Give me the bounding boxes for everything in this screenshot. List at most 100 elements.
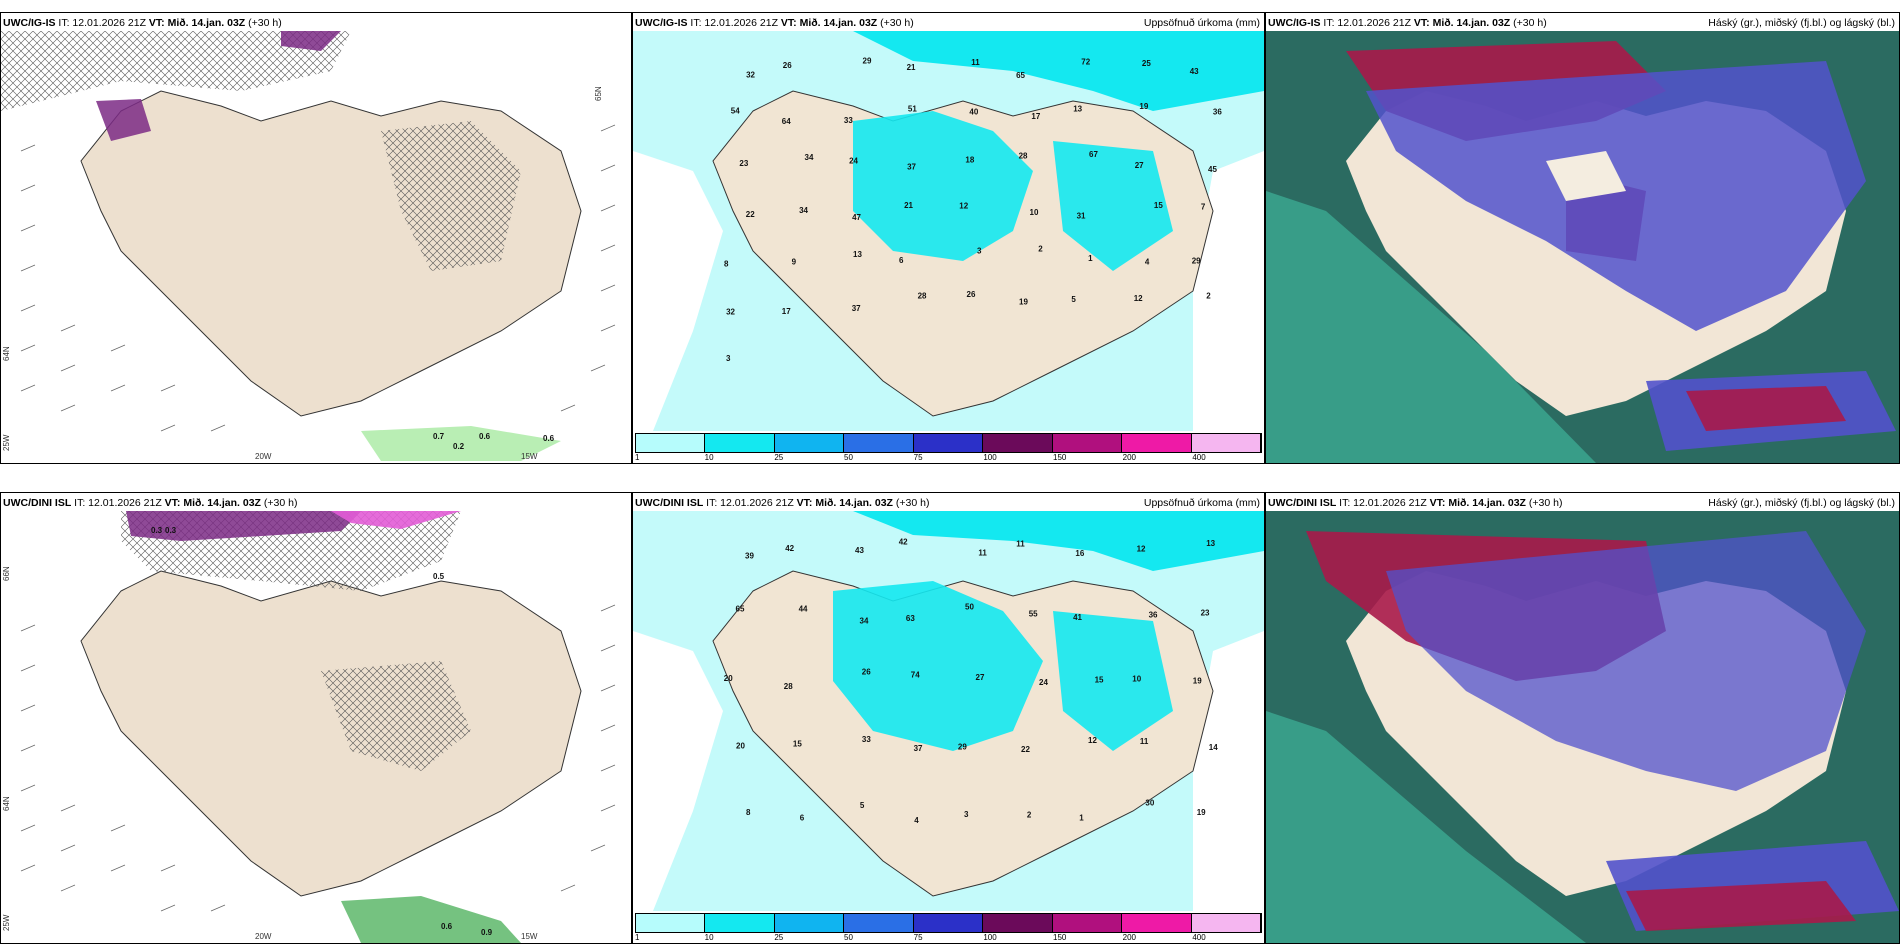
precip-value-label: 37 xyxy=(914,744,923,753)
precip-value-label: 51 xyxy=(908,105,917,114)
precip-value-label: 30 xyxy=(1145,798,1154,807)
legend-tick: 1 xyxy=(635,933,640,942)
legend-swatch xyxy=(774,914,845,932)
panel-bottom-cloud: UWC/DINI ISL IT: 12.01.2026 21Z VT: Mið.… xyxy=(1265,492,1900,944)
precip-value-label: 3 xyxy=(964,810,969,819)
precip-legend: 1 10 25 50 75 100 150 200 400 xyxy=(635,913,1262,942)
valid-time: VT: Mið. 14.jan. 03Z xyxy=(1413,17,1511,29)
purple-patches xyxy=(126,511,361,541)
precip-value-label: 11 xyxy=(1140,737,1149,746)
cloud-white-patch xyxy=(1546,151,1626,201)
precip-value-label: 29 xyxy=(863,57,872,66)
precip-value-label: 27 xyxy=(976,673,985,682)
precip-value-label: 33 xyxy=(862,735,871,744)
precip-value-label: 18 xyxy=(965,155,974,164)
precip-value-label: 5 xyxy=(1071,295,1076,304)
precip-value-label: 11 xyxy=(978,548,987,557)
precip-value-label: 3 xyxy=(726,354,731,363)
panel-header: UWC/DINI ISL IT: 12.01.2026 21Z VT: Mið.… xyxy=(635,496,1260,510)
field-title: Háský (gr.), miðský (fj.bl.) og lágský (… xyxy=(1708,497,1895,509)
value-label: 0.7 xyxy=(433,432,445,441)
legend-tick: 75 xyxy=(913,453,923,462)
precip-value-label: 15 xyxy=(1154,201,1163,210)
precip-value-label: 6 xyxy=(800,814,805,823)
legend-swatch xyxy=(636,434,706,452)
panel-header: UWC/IG-IS IT: 12.01.2026 21Z VT: Mið. 14… xyxy=(3,16,627,30)
init-time: IT: 12.01.2026 21Z xyxy=(1339,497,1427,509)
wind-map: 0.3 0.3 0.5 0.6 0.9 20W 15W 66N 64N 25W xyxy=(1,511,631,943)
value-label: 0.6 xyxy=(543,434,555,443)
precip-value-label: 15 xyxy=(793,740,802,749)
precip-value-label: 26 xyxy=(967,290,976,299)
legend-tick: 200 xyxy=(1122,933,1137,942)
precip-value-label: 22 xyxy=(1021,745,1030,754)
legend-tick: 50 xyxy=(844,453,853,462)
precip-value-label: 2 xyxy=(1038,245,1043,254)
legend-tick: 400 xyxy=(1192,453,1206,462)
panel-header: UWC/IG-IS IT: 12.01.2026 21Z VT: Mið. 14… xyxy=(1268,16,1895,30)
precip-value-label: 19 xyxy=(1193,677,1202,686)
hatch-region xyxy=(1,31,351,111)
lon-label: 15W xyxy=(521,452,538,461)
legend-tick: 200 xyxy=(1122,453,1137,462)
cloud-map xyxy=(1266,31,1899,463)
precip-value-label: 6 xyxy=(899,256,904,265)
precip-value-label: 34 xyxy=(860,616,869,625)
precip-value-label: 50 xyxy=(965,603,974,612)
precip-value-label: 27 xyxy=(1135,161,1144,170)
lon-label: 25W xyxy=(2,914,11,931)
model-name: UWC/IG-IS xyxy=(3,17,56,29)
precip-value-label: 2 xyxy=(1027,811,1032,820)
lat-label: 65N xyxy=(594,86,603,101)
precip-value-label: 64 xyxy=(782,117,791,126)
value-label: 0.6 xyxy=(441,922,453,931)
purple-patches xyxy=(96,31,341,141)
precip-value-label: 13 xyxy=(853,250,862,259)
precip-value-label: 12 xyxy=(959,202,968,211)
precip-value-label: 26 xyxy=(862,667,871,676)
valid-time: VT: Mið. 14.jan. 03Z xyxy=(796,497,893,509)
value-label: 0.9 xyxy=(481,928,493,937)
precip-value-label: 22 xyxy=(746,210,755,219)
precip-value-label: 34 xyxy=(805,153,814,162)
precip-value-label: 34 xyxy=(799,206,808,215)
legend-swatch xyxy=(705,434,775,452)
precip-value-label: 32 xyxy=(726,308,735,317)
precip-value-label: 3 xyxy=(977,246,982,255)
precip-value-label: 16 xyxy=(1075,549,1084,558)
lead-time: (+30 h) xyxy=(1513,17,1547,29)
precip-value-label: 45 xyxy=(1208,165,1217,174)
precip-value-label: 55 xyxy=(1029,610,1038,619)
precip-value-label: 19 xyxy=(1139,102,1148,111)
precip-over-land xyxy=(853,111,1173,271)
field-title: Uppsöfnuð úrkoma (mm) xyxy=(1143,17,1260,29)
precip-value-label: 36 xyxy=(1213,108,1222,117)
precip-value-label: 67 xyxy=(1089,150,1098,159)
legend-swatch xyxy=(913,914,984,932)
valid-time: VT: Mið. 14.jan. 03Z xyxy=(164,497,261,509)
init-time: IT: 12.01.2026 21Z xyxy=(74,497,162,509)
value-label: 0.6 xyxy=(479,432,491,441)
lon-label: 20W xyxy=(255,452,272,461)
wind-barbs xyxy=(20,124,616,432)
precip-value-label: 7 xyxy=(1201,203,1206,212)
mid-cloud-south xyxy=(1686,386,1846,431)
legend-swatch xyxy=(1191,914,1261,932)
model-name: UWC/DINI ISL xyxy=(635,497,704,509)
precip-value-label: 43 xyxy=(855,546,864,555)
precip-value-label: 72 xyxy=(1081,57,1090,66)
legend-swatch xyxy=(983,434,1053,452)
lead-time: (+30 h) xyxy=(1528,497,1563,509)
legend-tick: 10 xyxy=(704,933,714,942)
precip-value-label: 24 xyxy=(849,156,858,165)
panel-top-wind: UWC/IG-IS IT: 12.01.2026 21Z VT: Mið. 14… xyxy=(0,12,632,464)
lead-time: (+30 h) xyxy=(895,497,930,509)
hatch-land xyxy=(321,661,471,771)
precip-value-label: 11 xyxy=(971,58,980,67)
precip-value-label: 23 xyxy=(1201,609,1210,618)
legend-swatch xyxy=(1191,434,1261,452)
precip-value-label: 15 xyxy=(1095,675,1104,684)
precip-value-label: 20 xyxy=(736,742,745,751)
lead-time: (+30 h) xyxy=(248,17,282,29)
legend-swatch xyxy=(1122,434,1192,452)
